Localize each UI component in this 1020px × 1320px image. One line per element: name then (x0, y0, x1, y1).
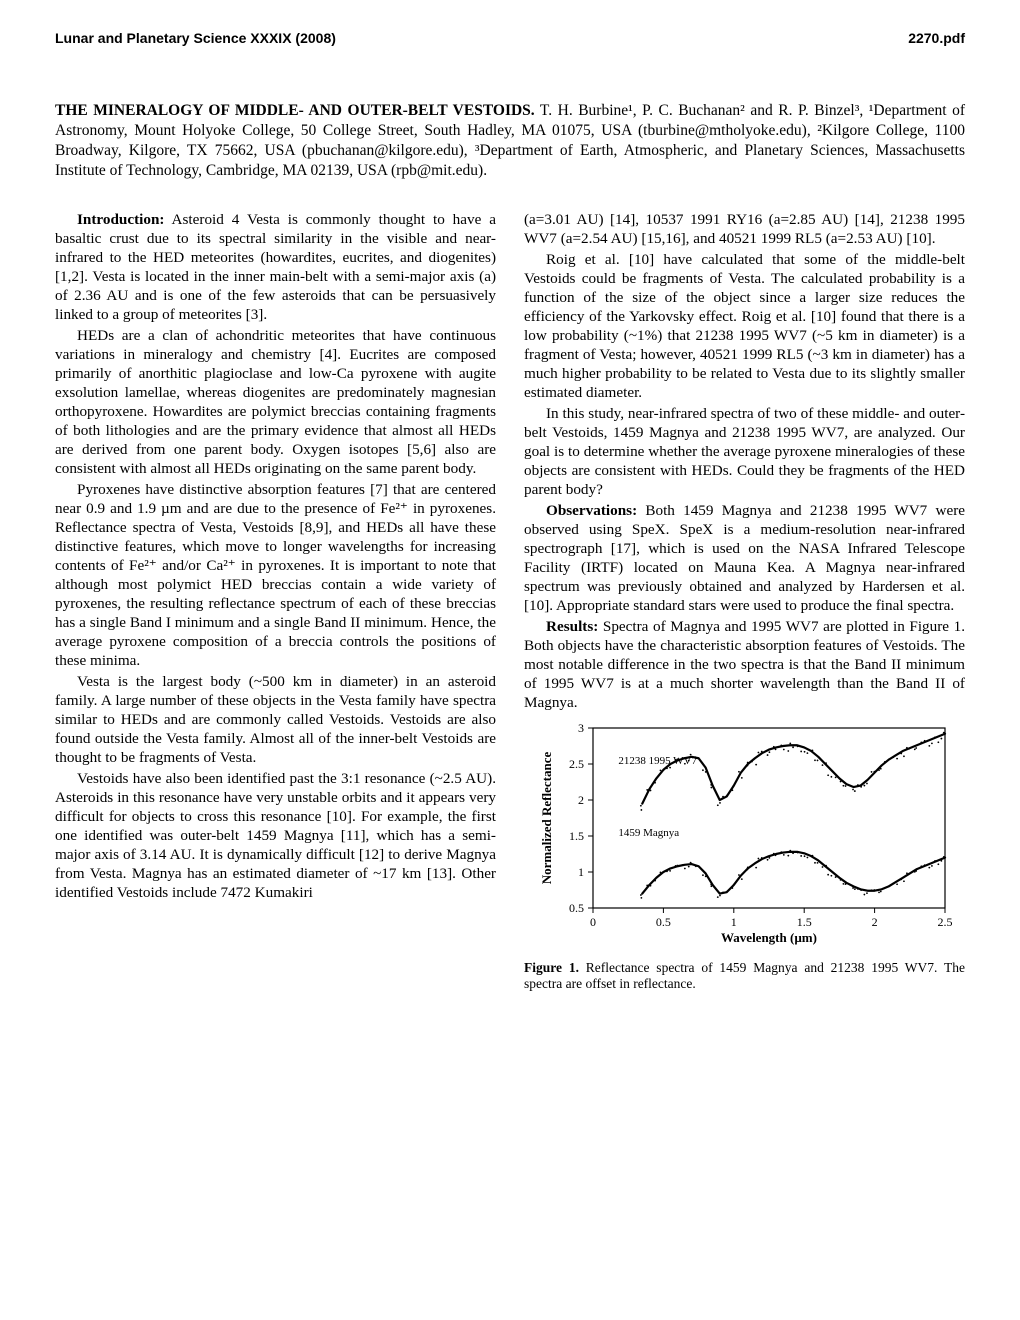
left-p5: Vestoids have also been identified past … (55, 769, 496, 902)
svg-text:21238 1995 WV7: 21238 1995 WV7 (618, 755, 697, 767)
header-left: Lunar and Planetary Science XXXIX (2008) (55, 30, 336, 46)
svg-text:1459 Magnya: 1459 Magnya (618, 827, 679, 839)
svg-text:1.5: 1.5 (569, 829, 584, 843)
left-p4: Vesta is the largest body (~500 km in di… (55, 672, 496, 767)
svg-text:0.5: 0.5 (655, 915, 670, 929)
svg-text:Normalized Reflectance: Normalized Reflectance (539, 751, 554, 884)
right-p3: In this study, near-infrared spectra of … (524, 404, 965, 499)
figure-caption-body: Reflectance spectra of 1459 Magnya and 2… (524, 960, 965, 992)
svg-text:0: 0 (590, 915, 596, 929)
svg-text:2: 2 (871, 915, 877, 929)
results-heading: Results: (546, 618, 598, 635)
paper-title: THE MINERALOGY OF MIDDLE- AND OUTER-BELT… (55, 102, 535, 119)
left-p2: HEDs are a clan of achondritic meteorite… (55, 326, 496, 478)
obs-heading: Observations: (546, 502, 637, 519)
left-column: Introduction: Asteroid 4 Vesta is common… (55, 210, 496, 994)
svg-text:1: 1 (730, 915, 736, 929)
svg-text:3: 3 (578, 721, 584, 735)
title-block: THE MINERALOGY OF MIDDLE- AND OUTER-BELT… (55, 101, 965, 182)
header-right: 2270.pdf (908, 30, 965, 46)
left-p3: Pyroxenes have distinctive absorption fe… (55, 480, 496, 670)
svg-text:Wavelength (µm): Wavelength (µm) (721, 930, 817, 945)
svg-text:2.5: 2.5 (569, 757, 584, 771)
svg-text:1.5: 1.5 (796, 915, 811, 929)
svg-text:1: 1 (578, 865, 584, 879)
svg-text:2.5: 2.5 (937, 915, 952, 929)
figure-caption: Figure 1. Reflectance spectra of 1459 Ma… (524, 960, 965, 994)
right-p1: (a=3.01 AU) [14], 10537 1991 RY16 (a=2.8… (524, 210, 965, 248)
intro-heading: Introduction: (77, 211, 164, 228)
svg-text:0.5: 0.5 (569, 901, 584, 915)
right-p2: Roig et al. [10] have calculated that so… (524, 250, 965, 402)
svg-text:2: 2 (578, 793, 584, 807)
figure-caption-head: Figure 1. (524, 960, 579, 975)
figure-1-chart: 0 0.5 1 1.5 2 2.5 0.5 1 1.5 2 2.5 3 Wavelength (µm) N… (535, 718, 955, 948)
right-column: (a=3.01 AU) [14], 10537 1991 RY16 (a=2.8… (524, 210, 965, 994)
